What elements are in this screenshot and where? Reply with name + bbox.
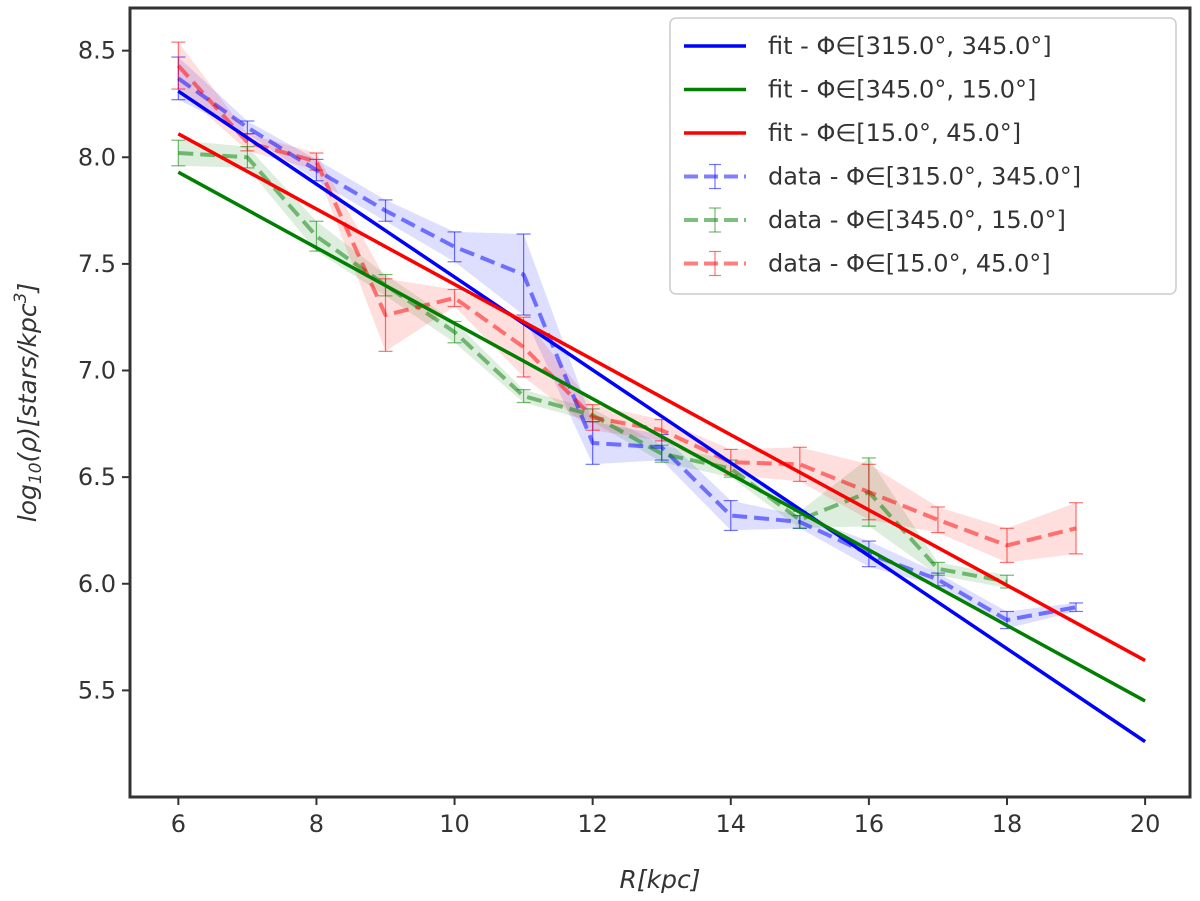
x-tick-label-6: 18 — [992, 810, 1023, 838]
y-tick-label-4: 7.5 — [78, 250, 116, 278]
y-label-sub: 10 — [26, 462, 46, 484]
fit-line-2 — [177, 132, 1146, 663]
y-label-close: ] — [13, 283, 42, 294]
x-tick-label-4: 14 — [716, 810, 747, 838]
legend-label-3: data - Φ∈[315.0°, 345.0°] — [768, 163, 1081, 191]
y-tick-label-5: 8.0 — [78, 143, 116, 171]
y-tick-label-6: 8.5 — [78, 37, 116, 65]
legend-label-5: data - Φ∈[15.0°, 45.0°] — [768, 250, 1051, 278]
x-tick-label-1: 8 — [309, 810, 324, 838]
legend: fit - Φ∈[315.0°, 345.0°] fit - Φ∈[345.0°,… — [669, 17, 1177, 295]
y-tick-label-1: 6.0 — [78, 570, 116, 598]
y-tick-label-0: 5.5 — [78, 676, 116, 704]
x-tick-label-7: 20 — [1130, 810, 1161, 838]
x-tick-label-2: 10 — [439, 810, 470, 838]
y-label-rho: (ρ)[stars/kpc — [13, 303, 42, 462]
x-axis-label: R[kpc] — [620, 865, 701, 894]
plot-area — [171, 41, 1147, 744]
fit-line-1 — [177, 170, 1146, 703]
legend-label-2: fit - Φ∈[15.0°, 45.0°] — [768, 119, 1021, 147]
fit-line-0 — [177, 89, 1147, 744]
plot-frame — [128, 6, 1192, 799]
y-tick-label-3: 7.0 — [78, 357, 116, 385]
y-label-log: log — [13, 484, 42, 522]
axis-ticks: 6 8 10 12 14 16 18 20 5.5 6.0 6.5 7.0 7.5 8.0 8.5 — [78, 37, 1161, 838]
legend-box — [669, 17, 1177, 295]
y-tick-label-2: 6.5 — [78, 463, 116, 491]
error-band-1 — [178, 140, 1008, 588]
legend-label-1: fit - Φ∈[345.0°, 15.0°] — [768, 76, 1036, 104]
data-line-2 — [176, 64, 1077, 548]
x-tick-label-0: 6 — [171, 810, 186, 838]
legend-label-0: fit - Φ∈[315.0°, 345.0°] — [768, 32, 1052, 60]
y-label-sup: 3 — [11, 293, 31, 304]
x-tick-label-3: 12 — [577, 810, 608, 838]
x-tick-label-5: 16 — [854, 810, 885, 838]
y-axis-label: log10(ρ)[stars/kpc3] — [11, 283, 46, 522]
legend-label-4: data - Φ∈[345.0°, 15.0°] — [768, 206, 1066, 234]
data-line-0 — [177, 76, 1077, 622]
